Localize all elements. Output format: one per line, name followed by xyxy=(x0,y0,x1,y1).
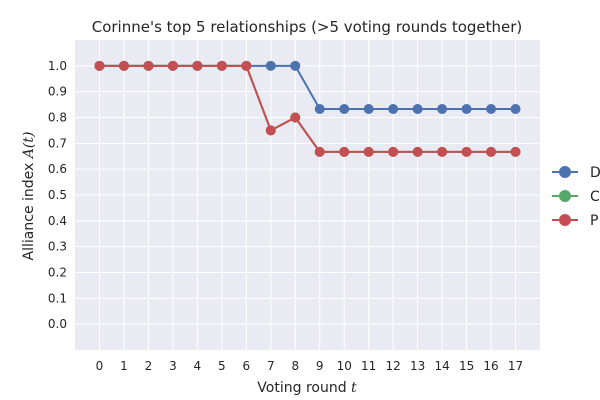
x-tick-label: 13 xyxy=(410,359,425,373)
y-tick-label: 0.5 xyxy=(48,188,67,202)
chart-title: Corinne's top 5 relationships (>5 voting… xyxy=(92,18,523,36)
data-point xyxy=(118,60,129,71)
y-tick-label: 1.0 xyxy=(48,59,67,73)
legend-item: C xyxy=(552,189,600,205)
grid-lines xyxy=(75,40,540,350)
data-point xyxy=(290,60,301,71)
x-axis-label-text: Voting round xyxy=(257,380,351,396)
y-tick-label: 0.4 xyxy=(48,214,67,228)
data-point xyxy=(339,146,350,157)
legend-marker xyxy=(559,190,571,202)
y-axis-label-text: Alliance index xyxy=(21,158,37,260)
data-point xyxy=(510,146,521,157)
y-tick-label: 0.9 xyxy=(48,85,67,99)
x-tick-labels: 0 1 2 3 4 5 6 7 8 9 10 11 12 13 14 15 16 17 xyxy=(96,359,524,373)
x-tick-label: 1 xyxy=(120,359,128,373)
x-tick-label: 2 xyxy=(145,359,153,373)
data-point xyxy=(412,103,423,114)
x-tick-label: 3 xyxy=(169,359,177,373)
legend-marker xyxy=(559,166,571,178)
x-tick-label: 11 xyxy=(361,359,376,373)
data-point xyxy=(143,60,154,71)
data-point xyxy=(192,60,203,71)
data-point xyxy=(265,125,276,136)
data-point xyxy=(265,60,276,71)
data-point xyxy=(486,103,497,114)
x-axis-label-variable: t xyxy=(351,380,357,396)
y-tick-label: 0.0 xyxy=(48,317,67,331)
y-tick-label: 0.7 xyxy=(48,136,67,150)
data-point xyxy=(388,103,399,114)
data-point xyxy=(167,60,178,71)
legend-item: P xyxy=(552,213,598,229)
legend: DCP xyxy=(552,165,600,229)
data-point xyxy=(437,146,448,157)
data-point xyxy=(94,60,105,71)
data-point xyxy=(461,103,472,114)
data-point xyxy=(216,60,227,71)
x-tick-label: 0 xyxy=(96,359,104,373)
x-tick-label: 5 xyxy=(218,359,226,373)
y-tick-label: 0.2 xyxy=(48,266,67,280)
y-tick-labels: 0.0 0.1 0.2 0.3 0.4 0.5 0.6 0.7 0.8 0.9 1.0 xyxy=(48,59,67,331)
data-point xyxy=(290,112,301,123)
x-tick-label: 8 xyxy=(291,359,299,373)
x-tick-label: 12 xyxy=(386,359,401,373)
data-point xyxy=(461,146,472,157)
legend-item: D xyxy=(552,165,600,181)
y-tick-label: 0.8 xyxy=(48,111,67,125)
series-P xyxy=(94,60,521,157)
x-tick-label: 4 xyxy=(194,359,202,373)
data-point xyxy=(314,146,325,157)
data-point xyxy=(412,146,423,157)
legend-label: D xyxy=(590,165,600,181)
data-point xyxy=(363,146,374,157)
x-tick-label: 14 xyxy=(434,359,449,373)
x-tick-label: 15 xyxy=(459,359,474,373)
data-point xyxy=(388,146,399,157)
y-axis-label-variable: A(t) xyxy=(21,132,37,161)
y-tick-label: 0.1 xyxy=(48,291,67,305)
x-tick-label: 16 xyxy=(483,359,498,373)
x-tick-label: 17 xyxy=(508,359,523,373)
data-point xyxy=(510,103,521,114)
data-point xyxy=(314,103,325,114)
legend-label: P xyxy=(590,213,598,229)
x-tick-label: 9 xyxy=(316,359,324,373)
x-tick-label: 10 xyxy=(337,359,352,373)
legend-label: C xyxy=(590,189,600,205)
x-tick-label: 6 xyxy=(242,359,250,373)
legend-marker xyxy=(559,214,571,226)
data-point xyxy=(363,103,374,114)
y-tick-label: 0.6 xyxy=(48,162,67,176)
series-group xyxy=(94,60,521,157)
y-tick-label: 0.3 xyxy=(48,240,67,254)
data-point xyxy=(486,146,497,157)
y-axis-label: Alliance index A(t) xyxy=(21,132,37,261)
x-tick-label: 7 xyxy=(267,359,275,373)
x-axis-label: Voting round t xyxy=(257,380,357,396)
data-point xyxy=(241,60,252,71)
data-point xyxy=(339,103,350,114)
data-point xyxy=(437,103,448,114)
